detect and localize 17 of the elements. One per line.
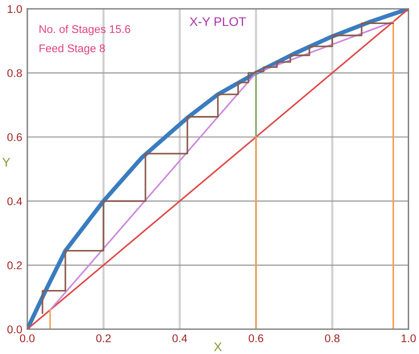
x-tick-label: 0.0 [20, 334, 35, 342]
y-tick-label: 0.0 [7, 325, 22, 334]
x-tick-label: 0.6 [248, 334, 264, 342]
x-tick-label: 0.8 [324, 334, 340, 342]
y-tick-label: 0.2 [7, 261, 22, 270]
x-tick-label: 0.4 [172, 334, 188, 342]
y-tick-label: 0.8 [7, 69, 22, 78]
y-axis-title: Y [2, 158, 10, 166]
annotation: Feed Stage 8 [40, 44, 105, 54]
x-axis-title: X [214, 342, 222, 352]
y-tick-label: 0.6 [7, 133, 22, 142]
x-tick-label: 1.0 [402, 334, 416, 342]
annotation: No. of Stages 15.6 [40, 24, 130, 36]
text: X-Y PLOT [190, 17, 246, 26]
y-tick-label: 1.0 [8, 5, 22, 13]
y-tick-label: 0.4 [7, 197, 22, 206]
x-tick-label: 0.2 [96, 334, 111, 342]
